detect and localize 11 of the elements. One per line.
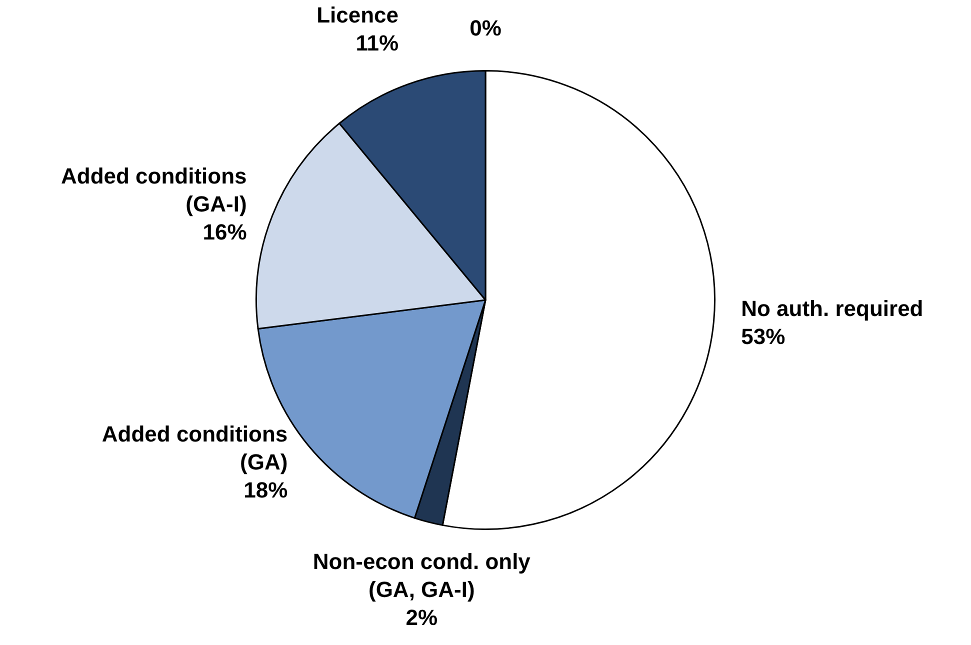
data-label: 16% xyxy=(202,220,247,245)
text: 0% xyxy=(470,15,502,40)
slice-label: Non-econ cond. only (GA, GA-I) xyxy=(312,548,532,602)
slice-label: Licence xyxy=(316,2,399,28)
data-label: 18% xyxy=(244,478,288,503)
data-label: 11% xyxy=(356,30,399,56)
data-label: 53% xyxy=(741,324,786,350)
slice-label: No auth. required xyxy=(741,296,924,322)
slice-label: Added conditions (GA-I) xyxy=(61,164,247,217)
data-label: 2% xyxy=(406,604,438,630)
slice-label: Added conditions (GA) xyxy=(102,422,288,475)
